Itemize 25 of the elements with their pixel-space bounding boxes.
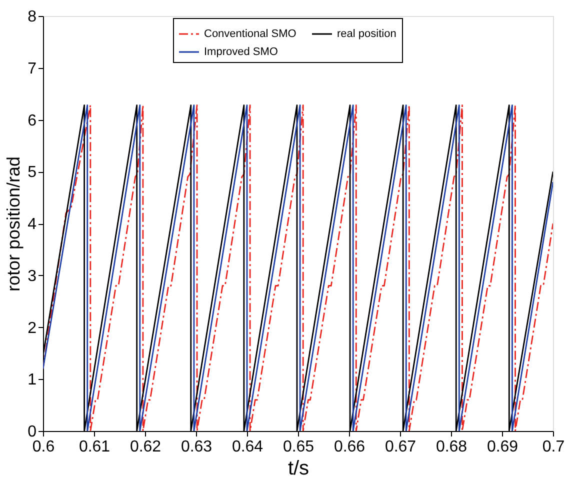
x-axis-title: t/s — [288, 458, 310, 480]
legend-label: Improved SMO — [204, 46, 278, 58]
y-tick-label: 5 — [28, 164, 37, 182]
x-tick-label: 0.69 — [486, 438, 518, 456]
y-tick-label: 3 — [28, 268, 37, 285]
x-tick-label: 0.66 — [334, 438, 366, 456]
y-tick-label: 7 — [28, 60, 37, 78]
y-axis-title: rotor position/rad — [4, 156, 24, 292]
x-tick-label: 0.63 — [180, 438, 212, 456]
y-tick-label: 6 — [28, 112, 37, 130]
y-tick-label: 4 — [28, 216, 37, 233]
x-tick-label: 0.62 — [130, 438, 162, 456]
legend-label: Conventional SMO — [204, 28, 297, 40]
x-tick-label: 0.61 — [78, 438, 110, 456]
x-tick-label: 0.64 — [232, 438, 264, 456]
y-tick-label: 1 — [28, 372, 37, 389]
y-tick-label: 8 — [28, 8, 37, 26]
x-tick-label: 0.68 — [436, 438, 468, 456]
x-tick-label: 0.67 — [384, 438, 416, 456]
y-tick-label: 2 — [28, 320, 37, 337]
x-tick-label: 0.65 — [282, 438, 314, 456]
y-tick-label: 0 — [28, 424, 37, 440]
legend-label: real position — [337, 28, 396, 40]
x-tick-label: 0.7 — [542, 438, 565, 456]
x-tick-label: 0.6 — [32, 438, 55, 456]
